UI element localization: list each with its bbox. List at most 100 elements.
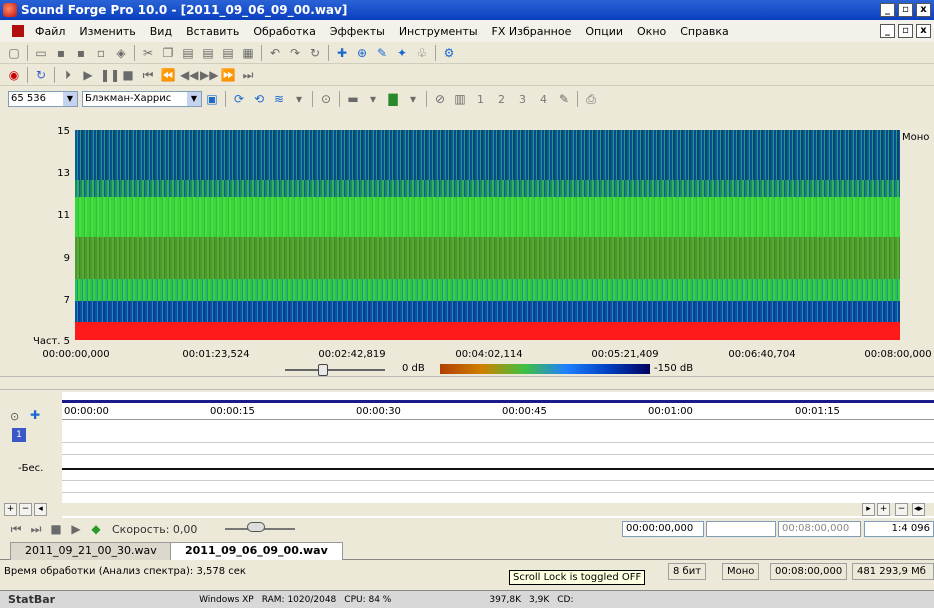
menu-insert[interactable]: Вставить xyxy=(186,24,240,38)
repeat-icon[interactable]: ↻ xyxy=(309,45,321,60)
graph-type-icon[interactable]: ≋ xyxy=(273,92,285,106)
menu-effects[interactable]: Эффекты xyxy=(329,24,385,38)
menu-help[interactable]: Справка xyxy=(680,24,729,38)
play-all-icon[interactable]: ⏵ xyxy=(64,67,71,82)
render-icon[interactable]: ▫ xyxy=(96,45,106,60)
slider-thumb[interactable] xyxy=(247,522,266,532)
menu-tools[interactable]: Инструменты xyxy=(398,24,478,38)
slider-thumb[interactable] xyxy=(318,364,328,376)
next-marker-icon[interactable]: ⏩ xyxy=(220,67,236,82)
stop-icon[interactable]: ■ xyxy=(50,522,62,536)
zoom-in-button[interactable]: + xyxy=(877,503,890,516)
snapshot-icon[interactable]: ▥ xyxy=(454,92,466,106)
snapshot-2[interactable]: 2 xyxy=(498,92,505,106)
snap-icon[interactable]: ✚ xyxy=(336,45,348,60)
edit-icon[interactable]: ✎ xyxy=(558,92,570,106)
cursor-position-field[interactable]: 00:00:00,000 xyxy=(622,521,704,537)
go-end-icon[interactable]: ⏭ xyxy=(242,67,254,82)
menu-file[interactable]: Файл xyxy=(35,24,66,38)
open-folder-icon[interactable]: ▭ xyxy=(35,45,47,60)
zoom-out-button[interactable]: − xyxy=(19,503,32,516)
minimize-button[interactable]: _ xyxy=(880,3,895,17)
cut-icon[interactable]: ✂ xyxy=(142,45,154,60)
lock-icon[interactable]: ⊙ xyxy=(320,92,332,106)
pencil-icon[interactable]: ✎ xyxy=(376,45,388,60)
doc-close-button[interactable]: x xyxy=(916,24,931,38)
play-icon[interactable]: ▶ xyxy=(83,67,93,82)
save-as-icon[interactable]: ▪ xyxy=(76,45,86,60)
paste-special-icon[interactable]: ▤ xyxy=(202,45,214,60)
selection-field[interactable] xyxy=(706,521,776,537)
menu-process[interactable]: Обработка xyxy=(253,24,316,38)
zoom-out-button[interactable]: − xyxy=(895,503,908,516)
menu-options[interactable]: Опции xyxy=(585,24,624,38)
lock-icon[interactable]: ⊙ xyxy=(10,410,20,423)
zoom-ratio-field[interactable]: 1:4 096 xyxy=(864,521,934,537)
statbar-cd[interactable]: CD: xyxy=(557,594,574,605)
prev-marker-icon[interactable]: ⏪ xyxy=(160,67,176,82)
color-map-icon[interactable]: ▇ xyxy=(388,92,398,106)
chevron-down-icon[interactable]: ▾ xyxy=(409,92,417,106)
go-start-icon[interactable]: ⏮ xyxy=(142,67,154,82)
tab-file-1[interactable]: 2011_09_21_00_30.wav xyxy=(10,542,172,560)
scrub-icon[interactable]: ◆ xyxy=(91,522,101,536)
display-icon[interactable]: ▬ xyxy=(347,92,359,106)
go-end-icon[interactable]: ⏭ xyxy=(30,522,42,536)
dsp-icon[interactable]: ⚙ xyxy=(443,45,455,60)
menu-edit[interactable]: Изменить xyxy=(79,24,136,38)
refresh-icon[interactable]: ⟳ xyxy=(233,92,245,106)
overview-bar[interactable] xyxy=(62,400,934,403)
rewind-icon[interactable]: ◀◀ xyxy=(180,67,199,82)
horizontal-scrollbar[interactable]: + − ◂ ▸ + − ◂▸ xyxy=(0,503,934,516)
zoom-full-button[interactable]: ◂▸ xyxy=(912,503,925,516)
paste-icon[interactable]: ▤ xyxy=(182,45,194,60)
menu-fx-favorites[interactable]: FX Избранное xyxy=(491,24,572,38)
clear-icon[interactable]: ⊘ xyxy=(434,92,446,106)
forward-icon[interactable]: ▶▶ xyxy=(200,67,219,82)
doc-minimize-button[interactable]: _ xyxy=(880,24,895,38)
zoom-in-button[interactable]: + xyxy=(4,503,17,516)
close-button[interactable]: x xyxy=(916,3,931,17)
stop-icon[interactable]: ■ xyxy=(122,67,134,82)
redo-icon[interactable]: ↷ xyxy=(289,45,301,60)
crop-icon[interactable]: ▦ xyxy=(242,45,254,60)
chevron-down-icon[interactable]: ▾ xyxy=(369,92,377,106)
snapshot-4[interactable]: 4 xyxy=(540,92,547,106)
waveform-view[interactable]: 00:00:00 00:00:15 00:00:30 00:00:45 00:0… xyxy=(0,392,934,518)
play-icon[interactable]: ▶ xyxy=(71,522,81,536)
channel-number-badge[interactable]: 1 xyxy=(12,428,26,442)
pause-icon[interactable]: ❚❚ xyxy=(100,67,121,82)
time-ruler[interactable]: 00:00:00 00:00:15 00:00:30 00:00:45 00:0… xyxy=(62,404,934,420)
scroll-left-button[interactable]: ◂ xyxy=(34,503,47,516)
settings-icon[interactable]: ▣ xyxy=(206,92,218,106)
auto-update-icon[interactable]: ⟲ xyxy=(253,92,265,106)
maximize-button[interactable]: ▫ xyxy=(898,3,913,17)
speed-slider[interactable] xyxy=(225,522,296,532)
scroll-right-button[interactable]: ▸ xyxy=(862,503,875,516)
loop-icon[interactable]: ↻ xyxy=(35,67,47,82)
doc-maximize-button[interactable]: ▫ xyxy=(898,24,913,38)
save-icon[interactable]: ▪ xyxy=(56,45,66,60)
window-type-select[interactable]: Блэкман-Харрис ▼ xyxy=(82,91,202,107)
menu-view[interactable]: Вид xyxy=(149,24,173,38)
spectrogram[interactable] xyxy=(75,130,900,340)
copy-icon[interactable]: ❐ xyxy=(162,45,174,60)
envelope-icon[interactable]: ✦ xyxy=(396,45,408,60)
mix-icon[interactable]: ▤ xyxy=(222,45,234,60)
snapshot-3[interactable]: 3 xyxy=(519,92,526,106)
record-icon[interactable]: ◉ xyxy=(8,67,20,82)
tab-file-2[interactable]: 2011_09_06_09_00.wav xyxy=(170,542,343,560)
snap-icon[interactable]: ✚ xyxy=(30,408,41,422)
go-start-icon[interactable]: ⏮ xyxy=(10,522,22,536)
print-icon[interactable]: ⎙ xyxy=(586,92,596,106)
event-icon[interactable]: ♧ xyxy=(416,45,428,60)
panel-splitter[interactable] xyxy=(0,376,934,390)
menu-window[interactable]: Окно xyxy=(637,24,667,38)
undo-icon[interactable]: ↶ xyxy=(269,45,281,60)
properties-icon[interactable]: ◈ xyxy=(116,45,126,60)
fft-size-select[interactable]: 65 536 ▼ xyxy=(8,91,78,107)
new-file-icon[interactable]: ▢ xyxy=(8,45,20,60)
end-position-field[interactable]: 00:08:00,000 xyxy=(778,521,861,537)
zoom-icon[interactable]: ⊕ xyxy=(356,45,368,60)
chevron-down-icon[interactable]: ▾ xyxy=(295,92,303,106)
